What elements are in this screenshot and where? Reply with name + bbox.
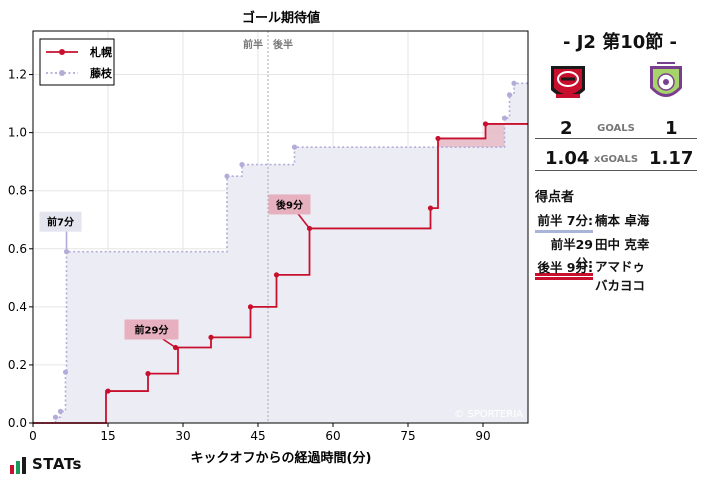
scorer-1-name: 楠本 卓海 xyxy=(595,213,650,228)
scorer-1: 前半 7分: 楠本 卓海 xyxy=(535,210,705,233)
data-point-away xyxy=(239,161,245,168)
chart-title: ゴール期待値 xyxy=(242,10,320,26)
away-goals: 1 xyxy=(665,118,678,139)
y-tick-label: 0.0 xyxy=(8,416,27,430)
scorer-3-name: アマドゥ バカヨコ xyxy=(595,259,646,293)
scorer-3: 後半 9分: アマドゥ バカヨコ xyxy=(535,257,705,295)
watermark: © SPORTERIA xyxy=(454,409,523,420)
data-point-home xyxy=(427,205,434,211)
scorer-1-time: 前半 7分: xyxy=(535,210,593,233)
legend-marker-home xyxy=(59,49,65,55)
x-tick-label: 90 xyxy=(475,429,490,443)
legend-label-home: 札幌 xyxy=(89,45,112,59)
xg-row: 1.04 xGOALS 1.17 xyxy=(535,148,697,171)
series-line-away xyxy=(33,82,528,424)
data-point-home xyxy=(105,388,111,394)
annotation-box xyxy=(124,319,179,340)
y-tick-label: 0.6 xyxy=(8,242,27,256)
series-fills xyxy=(33,83,528,424)
x-tick-label: 30 xyxy=(175,429,190,443)
scorers-title: 得点者 xyxy=(535,190,575,205)
x-tick-label: 75 xyxy=(400,429,415,443)
data-point-home xyxy=(482,121,489,127)
plot-frame xyxy=(32,30,529,424)
series-area-away xyxy=(33,83,528,424)
x-tick-label: 0 xyxy=(29,429,37,443)
axis-ticks: 0 15 30 45 60 75 90 0.0 0.2 0.4 0.6 0.8 1.0 1.2 xyxy=(8,68,491,443)
data-point-home xyxy=(247,304,254,310)
legend-box xyxy=(39,38,115,86)
series-lines xyxy=(33,82,528,424)
first-half-label: 前半 xyxy=(243,38,263,51)
x-tick-label: 15 xyxy=(100,429,115,443)
data-point-home xyxy=(145,371,151,377)
scorer-3-time: 後半 9分: xyxy=(535,257,593,280)
data-point-away xyxy=(62,369,69,375)
x-tick-label: 45 xyxy=(250,429,265,443)
data-point-away xyxy=(224,173,230,179)
goals-row: 2 GOALS 1 xyxy=(535,118,697,139)
data-point-home xyxy=(435,135,441,142)
data-point-home xyxy=(208,334,214,340)
data-point-away xyxy=(57,408,64,414)
away-xg: 1.17 xyxy=(649,148,694,169)
stats-brand: STATs xyxy=(32,455,82,473)
away-team-crest-icon xyxy=(650,62,682,97)
x-tick-label: 60 xyxy=(325,429,340,443)
y-tick-label: 0.2 xyxy=(8,358,27,372)
goals-label: GOALS xyxy=(597,123,635,134)
data-point-home xyxy=(273,272,280,278)
stats-logo-icon xyxy=(10,457,26,474)
match-panel: - J2 第10節 - 2 GOALS 1 1.04 xGOALS 1.17 得… xyxy=(533,0,707,479)
data-point-away xyxy=(511,80,517,86)
home-team-crest-icon xyxy=(551,66,585,98)
data-point-away xyxy=(506,92,513,98)
series-line-home xyxy=(33,123,528,424)
data-point-away xyxy=(52,414,59,420)
scorer-2-time: 前半29分: xyxy=(535,234,593,276)
annotation-box xyxy=(39,211,82,232)
annotation-label: 後9分 xyxy=(276,198,303,211)
y-tick-label: 0.4 xyxy=(8,300,27,314)
annotation-box xyxy=(268,194,311,215)
annotation-label: 前29分 xyxy=(135,324,169,337)
data-point-away xyxy=(291,144,298,150)
y-tick-label: 1.0 xyxy=(8,126,27,140)
xg-label: xGOALS xyxy=(593,154,639,165)
match-title: - J2 第10節 - xyxy=(562,32,677,53)
scorer-2: 前半29分:田中 克幸 xyxy=(535,234,705,276)
home-goals: 2 xyxy=(560,118,573,139)
y-tick-label: 0.8 xyxy=(8,184,27,198)
scorer-2-name: 田中 克幸 xyxy=(595,237,650,252)
home-xg: 1.04 xyxy=(545,148,590,169)
half-time-line: 前半 後半 xyxy=(243,31,293,423)
y-tick-label: 1.2 xyxy=(8,68,27,82)
x-axis-label: キックオフからの経過時間(分) xyxy=(191,450,372,466)
data-point-away xyxy=(501,115,508,121)
annotation-label: 前7分 xyxy=(47,216,74,229)
second-half-label: 後半 xyxy=(273,38,293,51)
legend-marker-away xyxy=(59,70,65,76)
legend-label-away: 藤枝 xyxy=(90,66,113,80)
